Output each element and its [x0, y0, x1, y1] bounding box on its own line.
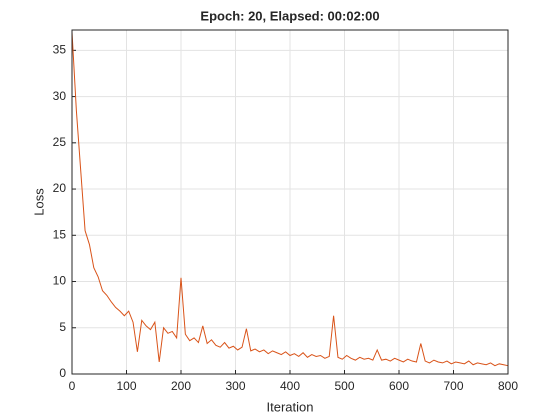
y-tick-label: 35 [53, 43, 67, 57]
y-axis-label: Loss [31, 188, 46, 216]
y-tick-label: 25 [53, 135, 67, 149]
x-tick-label: 500 [334, 379, 354, 393]
x-tick-label: 600 [389, 379, 409, 393]
x-tick-label: 700 [443, 379, 463, 393]
chart-title: Epoch: 20, Elapsed: 00:02:00 [200, 8, 379, 23]
x-axis-label: Iteration [267, 399, 314, 414]
y-tick-label: 20 [53, 181, 67, 195]
y-tick-label: 15 [53, 227, 67, 241]
x-tick-label: 0 [69, 379, 76, 393]
y-tick-label: 30 [53, 89, 67, 103]
x-tick-label: 200 [171, 379, 191, 393]
plot-frame [71, 29, 509, 375]
x-tick-label: 800 [498, 379, 518, 393]
y-tick-label: 0 [59, 366, 66, 380]
x-tick-label: 300 [225, 379, 245, 393]
x-tick-label: 100 [116, 379, 136, 393]
y-tick-label: 5 [59, 320, 66, 334]
x-tick-label: 400 [280, 379, 300, 393]
loss-line [71, 31, 509, 367]
y-tick-label: 10 [53, 274, 67, 288]
